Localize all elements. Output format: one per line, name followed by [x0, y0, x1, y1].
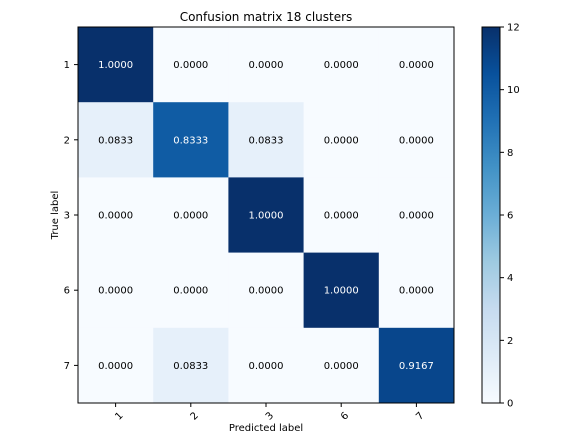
heatmap-cell	[153, 102, 229, 178]
cell-value-label: 1.0000	[98, 60, 133, 71]
cell-value-label: 0.8333	[173, 135, 208, 146]
x-axis-ticks: 1 2 3 6 7	[113, 403, 426, 423]
x-tick-label: 7	[414, 410, 426, 422]
x-axis-label: Predicted label	[229, 423, 303, 432]
heatmap-cell	[303, 252, 380, 329]
heatmap-cells	[78, 27, 455, 404]
heatmap-cell	[78, 177, 154, 253]
cell-value-label: 0.0000	[324, 361, 359, 372]
heatmap-cell	[303, 327, 380, 404]
heatmap-cell	[153, 177, 229, 253]
heatmap-cell	[78, 27, 154, 103]
y-axis-ticks: 1 2 3 6 7	[64, 60, 78, 372]
heatmap-cell	[153, 252, 229, 329]
colorbar-tick-label: 12	[507, 23, 520, 34]
heatmap-cell	[228, 252, 304, 329]
heatmap-cell	[153, 327, 229, 404]
y-tick-label: 1	[64, 60, 70, 71]
heatmap-cell	[153, 27, 229, 103]
x-tick-label: 6	[339, 410, 351, 422]
heatmap-cell	[378, 327, 455, 404]
heatmap-cell	[378, 177, 455, 253]
cell-value-label: 0.0000	[249, 60, 284, 71]
colorbar-tick-label: 0	[507, 399, 513, 410]
cell-value-label: 0.0000	[173, 286, 208, 297]
y-tick-label: 3	[64, 211, 70, 222]
cell-value-label: 0.0000	[249, 286, 284, 297]
heatmap-cell-labels: 1.0000 0.0000 0.0000 0.0000 0.0000 0.0833 0.83…	[98, 60, 434, 372]
cell-value-label: 0.0000	[173, 211, 208, 222]
cell-value-label: 0.0000	[98, 361, 133, 372]
cell-value-label: 0.0000	[98, 286, 133, 297]
colorbar-tick-label: 10	[507, 85, 520, 96]
heatmap-cell	[78, 252, 154, 329]
y-tick-label: 7	[64, 361, 70, 372]
cell-value-label: 0.0000	[399, 211, 434, 222]
cell-value-label: 1.0000	[324, 286, 359, 297]
cell-value-label: 1.0000	[249, 211, 284, 222]
heatmap-cell	[78, 327, 154, 404]
colorbar-ticks: 0 2 4 6 8 10 12	[500, 23, 520, 410]
heatmap-cell	[303, 27, 380, 103]
cell-value-label: 0.0000	[98, 211, 133, 222]
y-tick-label: 2	[64, 135, 70, 146]
cell-value-label: 0.0000	[399, 60, 434, 71]
chart-title: Confusion matrix 18 clusters	[180, 10, 353, 24]
cell-value-label: 0.0000	[324, 211, 359, 222]
cell-value-label: 0.0833	[173, 361, 208, 372]
colorbar	[481, 26, 501, 404]
cell-value-label: 0.9167	[399, 361, 434, 372]
heatmap-cell	[303, 177, 380, 253]
x-tick-label: 2	[189, 410, 201, 422]
heatmap-cell	[378, 27, 455, 103]
cell-value-label: 0.0833	[249, 135, 284, 146]
colorbar-tick-label: 8	[507, 148, 513, 159]
cell-value-label: 0.0833	[98, 135, 133, 146]
x-tick-label: 1	[113, 410, 125, 422]
heatmap-cell	[228, 27, 304, 103]
heatmap-cell	[228, 327, 304, 404]
heatmap-cell	[378, 252, 455, 329]
colorbar-tick-label: 2	[507, 336, 513, 347]
heatmap-cell	[78, 102, 154, 178]
y-axis-label: True label	[50, 191, 61, 241]
cell-value-label: 0.0000	[399, 286, 434, 297]
cell-value-label: 0.0000	[324, 60, 359, 71]
cell-value-label: 0.0000	[249, 361, 284, 372]
heatmap-cell	[378, 102, 455, 178]
x-tick-label: 3	[264, 410, 276, 422]
colorbar-tick-label: 4	[507, 273, 513, 284]
cell-value-label: 0.0000	[399, 135, 434, 146]
cell-value-label: 0.0000	[173, 60, 208, 71]
heatmap-cell	[228, 102, 304, 178]
colorbar-tick-label: 6	[507, 211, 513, 222]
y-tick-label: 6	[64, 286, 70, 297]
cell-value-label: 0.0000	[324, 135, 359, 146]
heatmap-cell	[228, 177, 304, 253]
heatmap-cell	[303, 102, 380, 178]
